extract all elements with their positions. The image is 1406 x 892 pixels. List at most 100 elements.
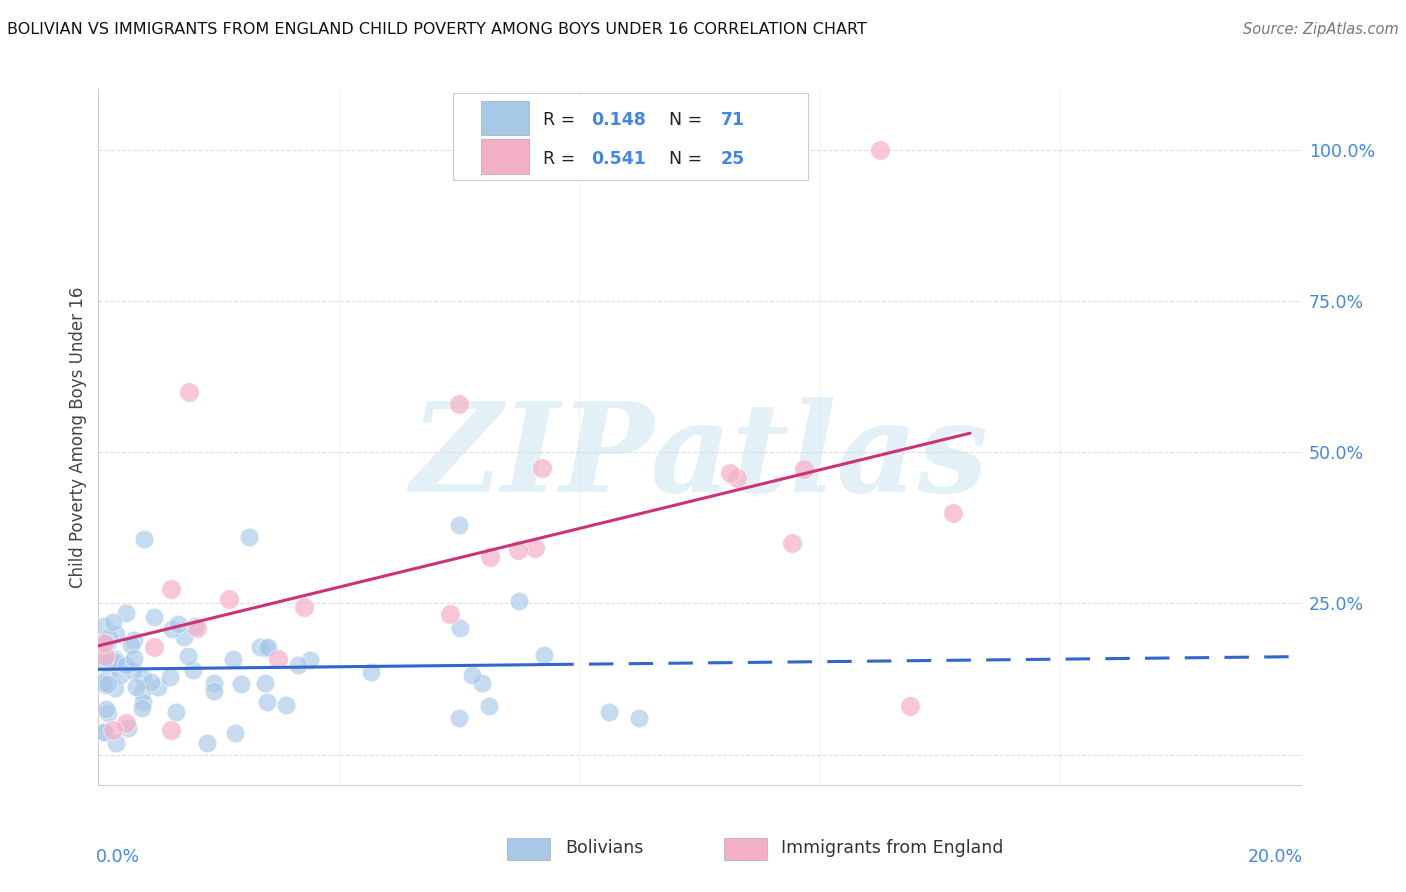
Point [231, 677, 253, 691]
Point [254, 641, 277, 656]
Point [439, 607, 461, 622]
Bar [481, 139, 529, 174]
Point [97, 668, 120, 682]
Point [93, 619, 115, 633]
Point [93, 724, 115, 739]
Text: 25: 25 [721, 150, 745, 168]
Point [117, 721, 139, 735]
Point [97, 706, 120, 721]
Point [266, 652, 288, 666]
Text: Source: ZipAtlas.com: Source: ZipAtlas.com [1243, 22, 1399, 37]
Point [942, 506, 965, 520]
Point [274, 698, 297, 712]
Text: ZIPatlas: ZIPatlas [411, 397, 988, 519]
Bar [481, 101, 529, 136]
Point [114, 606, 136, 620]
Point [139, 675, 162, 690]
Point [173, 630, 195, 644]
Point [253, 676, 276, 690]
Text: N =: N = [669, 150, 709, 168]
Point [287, 657, 309, 672]
Point [105, 736, 128, 750]
Point [110, 667, 132, 681]
Point [447, 397, 470, 411]
Point [181, 663, 204, 677]
Point [238, 530, 260, 544]
Point [122, 633, 145, 648]
Text: 0.148: 0.148 [592, 112, 647, 129]
Point [869, 143, 891, 157]
Point [449, 621, 471, 635]
Point [98, 654, 121, 668]
Point [115, 715, 138, 730]
Point [96, 636, 118, 650]
Point [257, 640, 280, 655]
Point [186, 622, 208, 636]
Point [132, 532, 155, 546]
Point [165, 705, 187, 719]
Point [93, 676, 115, 690]
Point [628, 711, 651, 725]
FancyBboxPatch shape [453, 93, 807, 179]
Bar [508, 838, 550, 860]
Point [98, 630, 121, 644]
Text: 0.541: 0.541 [592, 150, 647, 168]
Point [202, 676, 225, 690]
Point [93, 725, 115, 739]
Point [533, 648, 555, 663]
Y-axis label: Child Poverty Among Boys Under 16: Child Poverty Among Boys Under 16 [69, 286, 87, 588]
Text: Immigrants from England: Immigrants from England [782, 838, 1004, 856]
Point [479, 549, 502, 564]
Point [162, 622, 184, 636]
Text: 20.0%: 20.0% [1249, 847, 1303, 865]
Point [167, 617, 190, 632]
Point [224, 726, 246, 740]
Point [132, 695, 155, 709]
Point [202, 684, 225, 698]
Point [122, 664, 145, 678]
Point [93, 674, 115, 689]
Text: BOLIVIAN VS IMMIGRANTS FROM ENGLAND CHILD POVERTY AMONG BOYS UNDER 16 CORRELATIO: BOLIVIAN VS IMMIGRANTS FROM ENGLAND CHIL… [7, 22, 868, 37]
Point [94, 648, 117, 663]
Point [159, 723, 181, 737]
Text: 0.0%: 0.0% [96, 847, 141, 865]
Point [176, 649, 198, 664]
Point [471, 676, 494, 690]
Point [125, 680, 148, 694]
Point [780, 535, 803, 549]
Point [159, 670, 181, 684]
Point [793, 462, 815, 476]
Point [97, 677, 120, 691]
Point [142, 640, 165, 654]
Point [447, 711, 470, 725]
Bar [724, 838, 766, 860]
Point [93, 678, 115, 692]
Text: R =: R = [543, 150, 581, 168]
Point [177, 384, 200, 399]
Point [93, 653, 115, 667]
Point [725, 470, 748, 484]
Point [299, 653, 322, 667]
Point [122, 651, 145, 665]
Point [131, 701, 153, 715]
Point [104, 627, 127, 641]
Point [508, 543, 530, 558]
Text: Bolivians: Bolivians [565, 838, 643, 856]
Point [131, 671, 153, 685]
Point [478, 699, 501, 714]
Point [146, 680, 169, 694]
Point [131, 685, 153, 699]
Point [530, 461, 553, 475]
Point [142, 610, 165, 624]
Point [508, 594, 530, 608]
Text: N =: N = [669, 112, 709, 129]
Point [104, 652, 127, 666]
Point [461, 667, 484, 681]
Point [523, 541, 546, 555]
Point [256, 695, 278, 709]
Point [718, 466, 741, 480]
Point [292, 599, 315, 614]
Point [120, 638, 142, 652]
Point [104, 681, 127, 695]
Text: 71: 71 [721, 112, 745, 129]
